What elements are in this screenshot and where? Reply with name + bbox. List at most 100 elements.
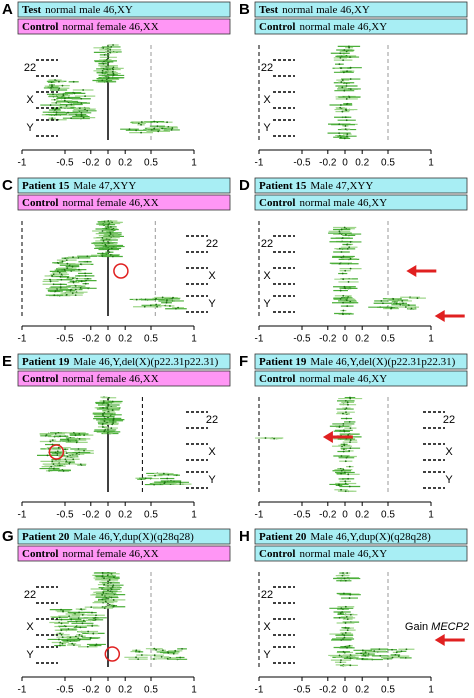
- probe-dot: [110, 427, 113, 429]
- label-desc: normal male 46,XY: [299, 197, 387, 209]
- probe-dot: [340, 67, 342, 70]
- probe-dot: [54, 432, 57, 435]
- label-text: Control normal male 46,XY: [259, 548, 387, 560]
- probe-dot: [107, 64, 109, 67]
- probe-dot: [344, 460, 347, 463]
- probe-dot: [340, 81, 343, 83]
- probe-dot: [75, 452, 78, 455]
- label-box: [17, 545, 231, 562]
- probe-dot: [81, 635, 83, 638]
- probe-dot: [108, 396, 110, 399]
- probe-dot: [66, 639, 69, 642]
- axis-label: -1: [18, 510, 27, 521]
- label-box: [17, 353, 231, 370]
- axis-label: 0.2: [118, 334, 132, 345]
- label-text: Patient 19 Male 46,Y,del(X)(p22.31p22.31): [259, 356, 456, 368]
- axis-label: 0.5: [381, 510, 395, 521]
- chromosome-label: 22: [261, 238, 273, 250]
- panel-letter: D: [239, 177, 250, 194]
- label-desc: normal female 46,XX: [62, 548, 158, 560]
- probe-dot: [52, 283, 55, 286]
- probe-dot: [349, 441, 351, 444]
- probe-dot: [341, 611, 344, 613]
- probe-dot: [56, 450, 59, 453]
- chromosome-label: 22: [443, 414, 455, 426]
- probe-dot: [78, 437, 81, 440]
- probe-dot: [135, 656, 137, 659]
- probe-dot: [341, 272, 344, 275]
- panel-letter: F: [239, 353, 248, 370]
- probe-dot: [79, 638, 81, 641]
- label-text: Control normal female 46,XX: [22, 197, 159, 209]
- probe-dot: [72, 277, 74, 280]
- axis-label: 0: [105, 510, 111, 521]
- probe-dot: [52, 273, 55, 276]
- probe-dot: [341, 574, 344, 577]
- probe-dot: [367, 653, 370, 655]
- probe-dot: [143, 305, 146, 308]
- label-name: Test: [259, 4, 278, 16]
- probe-dot: [106, 407, 109, 409]
- probe-dot: [140, 123, 142, 126]
- probe-dot: [65, 460, 68, 463]
- chromosome-label: X: [26, 94, 34, 106]
- probe-dot: [102, 47, 105, 49]
- label-box: [17, 528, 231, 545]
- probe-dot: [181, 647, 183, 650]
- probe-dot: [56, 261, 59, 264]
- probe-dot: [101, 230, 104, 232]
- probe-dot: [107, 220, 110, 222]
- probe-dot: [340, 488, 342, 491]
- probe-dot: [348, 421, 351, 423]
- probe-dot: [112, 422, 114, 425]
- label-box: [17, 370, 231, 387]
- probe-dot: [345, 103, 348, 106]
- probe-dot: [111, 400, 114, 403]
- probe-dot: [67, 111, 69, 114]
- probe-dot: [51, 274, 54, 277]
- probe-dot: [75, 441, 78, 444]
- probe-dot: [341, 86, 344, 89]
- probe-dot: [51, 460, 54, 463]
- probe-dot: [63, 99, 66, 102]
- probe-dot: [107, 248, 110, 251]
- probe-dot: [72, 458, 75, 461]
- probe-dot: [345, 119, 348, 122]
- probe-dot: [349, 257, 352, 260]
- probe-dot: [77, 617, 80, 619]
- probe-dot: [102, 414, 104, 417]
- probe-dot: [55, 113, 58, 116]
- probe-dot: [345, 108, 347, 111]
- label-name: Control: [259, 548, 295, 560]
- probe-dot: [338, 132, 341, 135]
- probe-dot: [101, 425, 104, 428]
- axis-label: -1: [255, 685, 264, 696]
- probe-dot: [340, 455, 343, 457]
- probe-dot: [102, 401, 105, 404]
- probe-dot: [103, 53, 106, 56]
- label-text: Control normal male 46,XY: [259, 21, 387, 33]
- probe-dot: [81, 622, 84, 625]
- probe-dot: [69, 636, 72, 639]
- probe-dot: [166, 299, 168, 301]
- probe-dot: [59, 632, 61, 635]
- probe-dot: [344, 626, 347, 629]
- probe-dot: [156, 305, 158, 308]
- label-box: [254, 353, 468, 370]
- probe-dot: [348, 450, 351, 452]
- chromosome-label: Y: [263, 649, 271, 661]
- probe-dot: [344, 128, 347, 131]
- probe-dot: [94, 618, 97, 621]
- probe-dot: [345, 438, 348, 441]
- probe-dot: [64, 257, 67, 260]
- axis-label: 0.2: [118, 510, 132, 521]
- axis-label: -0.5: [293, 685, 311, 696]
- chromosome-label: X: [26, 621, 34, 633]
- probe-dot: [80, 97, 83, 100]
- probe-dot: [349, 241, 352, 243]
- panel: G Patient 20 Male 46,Y,dup(X)(q28q28) Contr…: [2, 528, 231, 696]
- probe-dot: [349, 56, 351, 58]
- probe-dot: [346, 401, 349, 404]
- probe-dot: [73, 644, 75, 646]
- axis-label: 0.5: [381, 158, 395, 169]
